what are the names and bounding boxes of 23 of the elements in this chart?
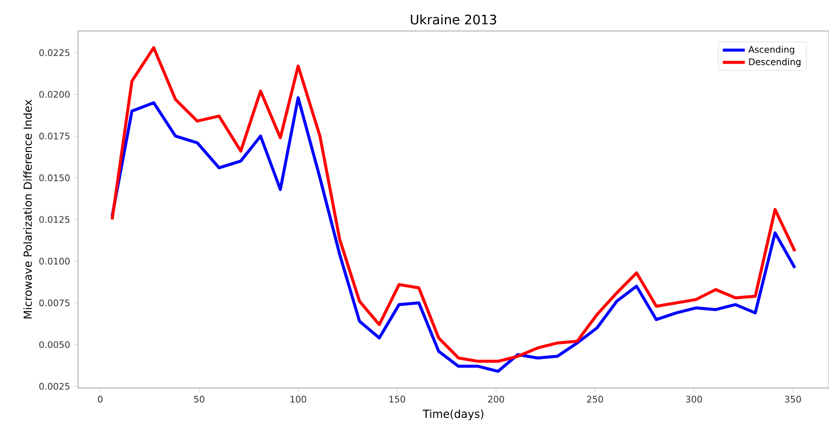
legend-label: Ascending — [748, 46, 794, 55]
y-tick-label: 0.0225 — [39, 49, 70, 56]
line-series — [110, 96, 796, 373]
x-tick-label: 200 — [488, 396, 504, 403]
legend-label: Descending — [749, 58, 800, 67]
y-tick-label: 0.0150 — [39, 174, 70, 182]
x-tick-label: 150 — [390, 396, 406, 403]
x-tick-label: 0 — [98, 396, 103, 403]
x-tick-label: 50 — [194, 396, 204, 403]
x-tick-label: 350 — [784, 396, 801, 403]
y-tick-label: 0.0025 — [39, 382, 70, 390]
y-axis-title: Microwave Polarization Difference Index — [23, 100, 32, 318]
x-axis-title: Time(days) — [422, 409, 484, 420]
y-tick-label: 0.0125 — [39, 216, 70, 223]
y-tick-label: 0.0175 — [39, 132, 70, 140]
chart-title: Ukraine 2013 — [410, 14, 496, 24]
x-tick-label: 300 — [686, 396, 702, 403]
y-tick-label: 0.0075 — [39, 300, 70, 306]
x-tick-label: 250 — [587, 396, 603, 403]
y-tick-label: 0.0200 — [39, 90, 70, 98]
x-tick-label: 100 — [290, 396, 306, 403]
y-tick-label: 0.0050 — [39, 341, 70, 348]
y-tick-label: 0.0100 — [39, 258, 70, 265]
